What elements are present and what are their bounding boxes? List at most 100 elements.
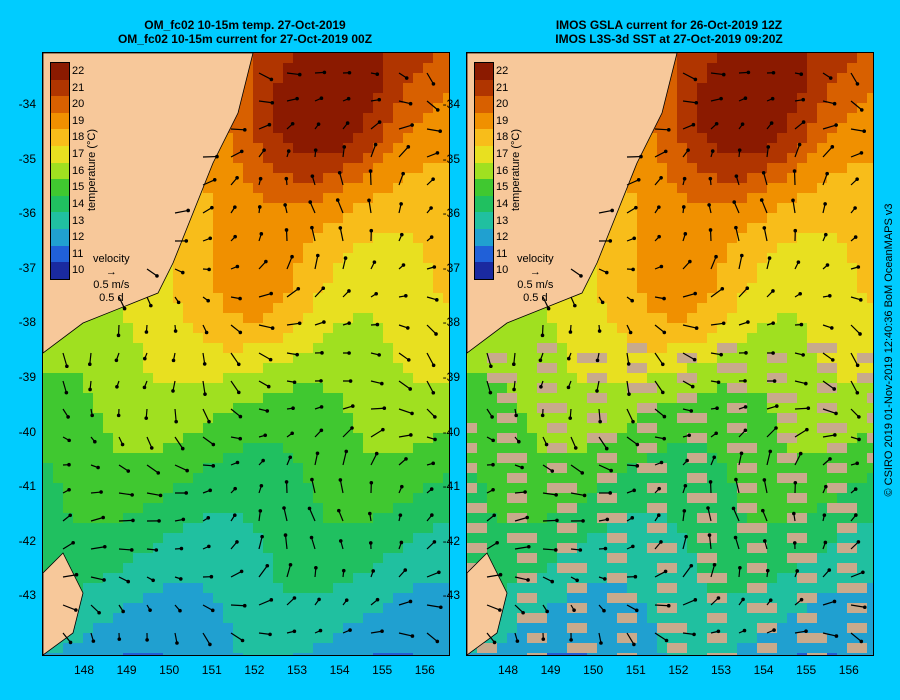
sst-cell <box>467 523 477 533</box>
sst-cell <box>637 473 647 483</box>
sst-cell <box>113 513 123 523</box>
sst-cell <box>243 453 253 463</box>
sst-cell <box>393 423 403 433</box>
sst-cell <box>303 623 313 633</box>
sst-cell <box>243 533 253 543</box>
sst-cell <box>153 453 163 463</box>
sst-cell <box>303 363 313 373</box>
sst-cell <box>867 433 873 443</box>
sst-cell <box>467 413 477 423</box>
sst-cell <box>517 483 527 493</box>
sst-cell <box>433 143 443 153</box>
sst-cell <box>323 483 333 493</box>
sst-cell <box>63 523 73 533</box>
sst-cell <box>647 393 657 403</box>
sst-cell <box>293 233 303 243</box>
sst-cell <box>597 563 607 573</box>
current-vector <box>370 322 380 327</box>
sst-cell <box>867 73 873 83</box>
sst-cell <box>587 413 597 423</box>
sst-cell <box>143 623 153 633</box>
sst-cell <box>223 343 233 353</box>
sst-cell <box>797 203 807 213</box>
sst-cell <box>343 163 353 173</box>
sst-cell <box>677 313 687 323</box>
sst-cell <box>607 583 617 593</box>
current-vector <box>426 604 443 610</box>
sst-cell <box>707 413 717 423</box>
sst-cell <box>383 533 393 543</box>
left-map-panel[interactable]: 22 21 20 19 18 17 16 15 14 13 12 11 10 temperature (… <box>42 52 450 656</box>
sst-cell <box>83 593 93 603</box>
sst-cell <box>253 123 263 133</box>
sst-cell <box>727 523 737 533</box>
sst-cell <box>467 393 477 403</box>
current-vector <box>370 427 385 438</box>
sst-cell <box>393 73 403 83</box>
sst-cell <box>627 243 637 253</box>
sst-cell <box>817 433 827 443</box>
sst-cell <box>313 563 323 573</box>
sst-cell <box>233 523 243 533</box>
current-vector <box>369 480 374 494</box>
sst-cell <box>43 653 53 655</box>
sst-cell <box>443 303 449 313</box>
sst-cell <box>587 373 597 383</box>
sst-cell <box>657 283 667 293</box>
sst-cell <box>383 503 393 513</box>
sst-cell <box>527 543 537 553</box>
sst-cell <box>687 163 697 173</box>
sst-cell <box>757 533 767 543</box>
sst-cell <box>477 473 487 483</box>
sst-cell <box>323 413 333 423</box>
sst-cell <box>293 113 303 123</box>
sst-cell <box>443 563 449 573</box>
sst-cell <box>193 513 203 523</box>
sst-cell <box>747 463 757 473</box>
sst-cell <box>617 493 627 503</box>
sst-cell <box>727 343 737 353</box>
sst-cell <box>263 273 273 283</box>
sst-cell <box>767 563 777 573</box>
sst-cell <box>687 213 697 223</box>
right-map-panel[interactable]: 22 21 20 19 18 17 16 15 14 13 12 11 10 temperature (… <box>466 52 874 656</box>
sst-cell <box>867 533 873 543</box>
sst-cell <box>143 403 153 413</box>
sst-cell <box>243 173 253 183</box>
sst-cell <box>63 503 73 513</box>
sst-cell <box>83 623 93 633</box>
current-vector <box>230 234 237 242</box>
sst-cell <box>757 213 767 223</box>
sst-cell <box>537 433 547 443</box>
sst-cell <box>403 343 413 353</box>
sst-cell <box>423 233 433 243</box>
sst-cell <box>73 403 83 413</box>
sst-cell <box>193 423 203 433</box>
sst-cell <box>133 633 143 643</box>
sst-cell <box>343 363 353 373</box>
sst-cell <box>637 333 647 343</box>
sst-cell <box>183 483 193 493</box>
sst-cell <box>303 303 313 313</box>
sst-cell <box>837 173 847 183</box>
sst-cell <box>343 333 353 343</box>
current-vector <box>258 563 270 578</box>
sst-cell <box>333 283 343 293</box>
sst-cell <box>727 473 737 483</box>
sst-cell <box>263 433 273 443</box>
sst-cell <box>353 293 363 303</box>
sst-cell <box>817 183 827 193</box>
sst-cell <box>697 383 707 393</box>
sst-cell <box>183 263 193 273</box>
sst-cell <box>213 533 223 543</box>
sst-cell <box>547 583 557 593</box>
sst-cell <box>827 333 837 343</box>
sst-cell <box>293 193 303 203</box>
sst-cell <box>567 363 577 373</box>
sst-cell <box>183 333 193 343</box>
sst-cell <box>393 263 403 273</box>
sst-cell <box>737 463 747 473</box>
sst-cell <box>303 433 313 443</box>
sst-cell <box>363 103 373 113</box>
sst-cell <box>557 353 567 363</box>
